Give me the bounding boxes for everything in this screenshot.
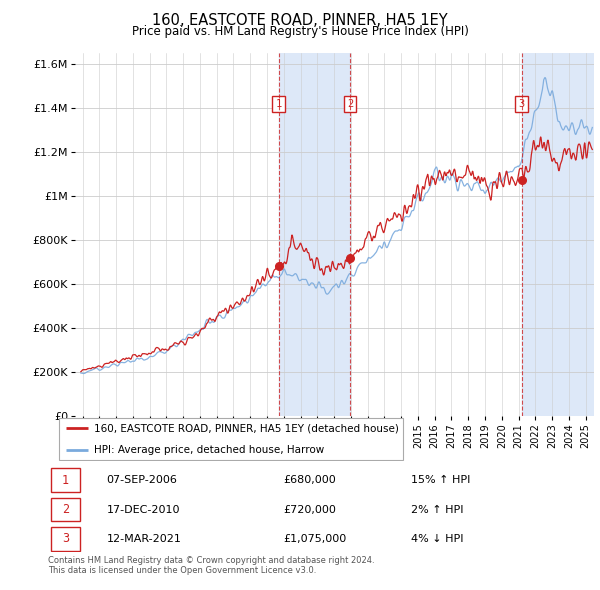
FancyBboxPatch shape — [59, 418, 403, 460]
FancyBboxPatch shape — [50, 468, 80, 492]
Text: Contains HM Land Registry data © Crown copyright and database right 2024.: Contains HM Land Registry data © Crown c… — [48, 556, 374, 565]
Text: 3: 3 — [518, 99, 525, 109]
Text: £680,000: £680,000 — [283, 476, 336, 486]
Text: 07-SEP-2006: 07-SEP-2006 — [107, 476, 178, 486]
Text: 1: 1 — [62, 474, 69, 487]
Text: HPI: Average price, detached house, Harrow: HPI: Average price, detached house, Harr… — [94, 445, 324, 455]
Text: 160, EASTCOTE ROAD, PINNER, HA5 1EY (detached house): 160, EASTCOTE ROAD, PINNER, HA5 1EY (det… — [94, 423, 398, 433]
Text: 2: 2 — [62, 503, 69, 516]
FancyBboxPatch shape — [50, 498, 80, 522]
Text: £720,000: £720,000 — [283, 504, 336, 514]
Text: 4% ↓ HPI: 4% ↓ HPI — [411, 534, 464, 544]
FancyBboxPatch shape — [50, 527, 80, 550]
Text: 2: 2 — [347, 99, 353, 109]
Bar — [522, 53, 594, 416]
Text: 15% ↑ HPI: 15% ↑ HPI — [411, 476, 470, 486]
Text: 160, EASTCOTE ROAD, PINNER, HA5 1EY: 160, EASTCOTE ROAD, PINNER, HA5 1EY — [152, 13, 448, 28]
Text: 1: 1 — [275, 99, 282, 109]
Text: Price paid vs. HM Land Registry's House Price Index (HPI): Price paid vs. HM Land Registry's House … — [131, 25, 469, 38]
Bar — [278, 53, 350, 416]
Text: 2% ↑ HPI: 2% ↑ HPI — [411, 504, 464, 514]
Text: This data is licensed under the Open Government Licence v3.0.: This data is licensed under the Open Gov… — [48, 566, 316, 575]
Text: 3: 3 — [62, 532, 69, 545]
Text: £1,075,000: £1,075,000 — [283, 534, 346, 544]
Text: 17-DEC-2010: 17-DEC-2010 — [107, 504, 180, 514]
Text: 12-MAR-2021: 12-MAR-2021 — [107, 534, 182, 544]
